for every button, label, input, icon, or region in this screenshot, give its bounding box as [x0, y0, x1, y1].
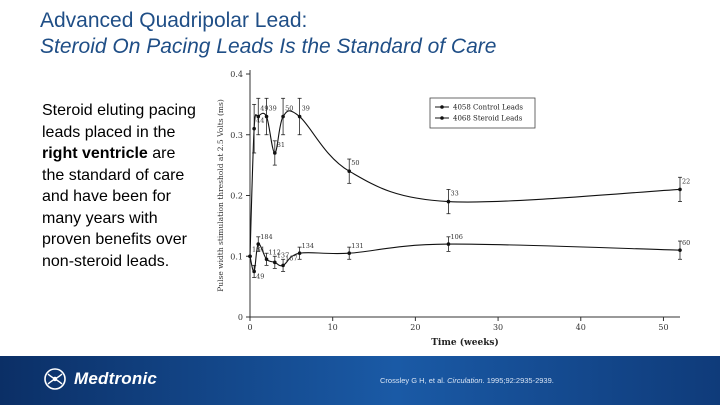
citation-journal: Circulation: [447, 376, 483, 385]
data-label: 106: [450, 233, 462, 241]
data-point: [273, 151, 277, 155]
data-label: 131: [351, 242, 363, 250]
data-point: [678, 248, 682, 252]
data-point: [446, 242, 451, 246]
data-label: 50: [351, 159, 359, 167]
data-point: [264, 114, 269, 119]
x-tick-label: 40: [576, 323, 586, 332]
data-point: [281, 114, 285, 119]
legend-label-1: 4058 Control Leads: [453, 104, 523, 112]
data-point: [264, 257, 269, 262]
data-label: 112: [269, 248, 281, 256]
data-point: [273, 260, 277, 265]
data-label: 184: [260, 233, 272, 241]
plot-area: 0 0.1 0.2 0.3 0.4 0 10 20 30 40 50 Time (weeks) Puls…: [216, 70, 690, 348]
y-tick-label: 0: [238, 313, 243, 322]
data-label: 22: [682, 177, 690, 185]
data-label: 49: [260, 105, 268, 113]
legend-marker-2: [440, 116, 444, 120]
series-line-2: [249, 243, 681, 273]
body-text: Steroid eluting pacing leads placed in t…: [42, 100, 200, 272]
data-point: [297, 251, 302, 256]
y-tick-label: 0.1: [230, 252, 243, 261]
data-point: [347, 251, 352, 256]
data-label: 39: [269, 105, 277, 113]
data-label: 50: [285, 105, 293, 113]
data-point: [252, 269, 256, 274]
series-line-1: [249, 110, 681, 257]
citation-suffix: . 1995;92:2935-2939.: [482, 376, 554, 385]
title-line-1: Advanced Quadripolar Lead:: [40, 9, 308, 32]
x-tick-label: 30: [493, 323, 503, 332]
data-label: 134: [302, 242, 314, 250]
data-label: 137: [277, 251, 289, 259]
citation-prefix: Crossley G H, et al.: [380, 376, 448, 385]
x-tick-label: 20: [410, 323, 420, 332]
data-label: 60: [682, 239, 690, 247]
data-label: 44: [256, 117, 264, 125]
data-label: 49: [256, 272, 264, 280]
y-tick-label: 0.2: [230, 192, 243, 201]
data-point: [678, 187, 682, 192]
data-point: [297, 114, 302, 119]
logo-text: Medtronic: [74, 369, 158, 388]
legend-marker-1: [440, 105, 444, 109]
x-axis-title: Time (weeks): [431, 337, 499, 348]
legend-box: [429, 97, 536, 129]
title-line-2: Steroid On Pacing Leads Is the Standard …: [40, 35, 497, 58]
data-point: [347, 169, 352, 173]
medtronic-mark-icon: [44, 368, 66, 390]
data-point: [281, 263, 285, 268]
slide-title: Advanced Quadripolar Lead: Steroid On Pa…: [40, 8, 496, 60]
data-label: 33: [450, 190, 458, 198]
y-tick-label: 0.3: [230, 131, 243, 140]
x-tick-label: 50: [658, 323, 668, 332]
data-point: [256, 114, 261, 119]
x-tick-label: 0: [247, 323, 252, 332]
threshold-chart: 0 0.1 0.2 0.3 0.4 0 10 20 30 40 50 Time (weeks) Puls…: [216, 70, 690, 348]
y-tick-label: 0.4: [230, 70, 243, 79]
body-text-part2: are the standard of care and have been f…: [42, 145, 187, 270]
data-point: [446, 199, 451, 204]
x-tick-label: 10: [328, 323, 338, 332]
body-text-part1: Steroid eluting pacing leads placed in t…: [42, 102, 196, 141]
data-label: 81: [277, 141, 285, 149]
data-point: [248, 254, 252, 259]
data-point: [252, 126, 256, 131]
medtronic-logo: Medtronic: [42, 368, 157, 390]
body-text-bold: right ventricle: [42, 145, 148, 162]
data-point: [256, 242, 261, 246]
footer-bar: Medtronic Crossley G H, et al. Circulati…: [0, 356, 720, 405]
citation: Crossley G H, et al. Circulation. 1995;9…: [380, 376, 554, 385]
legend-label-2: 4068 Steroid Leads: [453, 115, 523, 123]
y-axis-title: Pulse width stimulation threshold at 2.5…: [216, 99, 225, 292]
data-label: 39: [302, 105, 310, 113]
data-label: 167: [285, 254, 297, 262]
